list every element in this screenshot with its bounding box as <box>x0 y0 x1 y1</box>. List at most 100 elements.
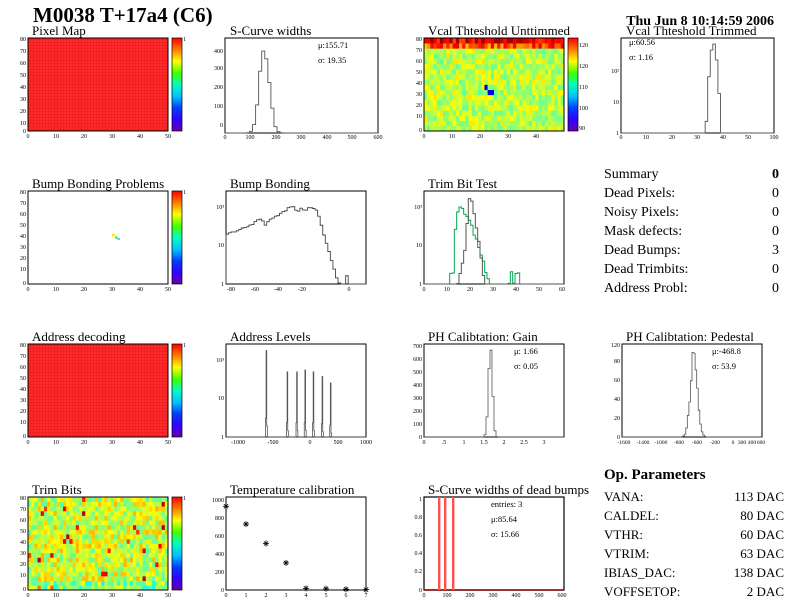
svg-text:10: 10 <box>53 287 59 293</box>
svg-text:40: 40 <box>137 440 143 446</box>
svg-text:50: 50 <box>416 70 422 76</box>
svg-text:30: 30 <box>20 97 26 103</box>
svg-text:50: 50 <box>165 440 171 446</box>
svg-text:1: 1 <box>221 282 224 288</box>
svg-text:10: 10 <box>20 420 26 426</box>
svg-text:-600: -600 <box>692 440 702 446</box>
svg-text:0: 0 <box>423 593 426 599</box>
svg-text:80: 80 <box>20 343 26 349</box>
svg-text:300: 300 <box>297 135 306 141</box>
svg-text:4: 4 <box>305 593 308 599</box>
svg-text:40: 40 <box>513 287 519 293</box>
svg-text:40: 40 <box>137 287 143 293</box>
svg-text:120: 120 <box>611 343 620 349</box>
svg-text:μ:155.71: μ:155.71 <box>318 40 348 50</box>
svg-text:80: 80 <box>20 496 26 502</box>
svg-text:10: 10 <box>416 114 422 120</box>
svg-text:0: 0 <box>732 440 735 446</box>
svg-text:-500: -500 <box>268 440 279 446</box>
svg-text:30: 30 <box>20 245 26 251</box>
svg-text:20: 20 <box>669 135 675 141</box>
svg-text:10: 10 <box>416 243 422 249</box>
svg-text:110: 110 <box>579 85 588 91</box>
svg-text:0: 0 <box>620 135 623 141</box>
svg-text:200: 200 <box>214 85 223 91</box>
svg-text:5: 5 <box>325 593 328 599</box>
svg-text:500: 500 <box>348 135 357 141</box>
svg-text:30: 30 <box>109 593 115 599</box>
svg-text:80: 80 <box>614 359 620 365</box>
svg-text:20: 20 <box>477 134 483 140</box>
svg-text:1000: 1000 <box>360 440 372 446</box>
svg-text:0: 0 <box>27 440 30 446</box>
svg-text:20: 20 <box>81 440 87 446</box>
svg-text:7: 7 <box>365 593 368 599</box>
svg-text:3: 3 <box>543 440 546 446</box>
svg-text:20: 20 <box>614 416 620 422</box>
svg-text:60: 60 <box>20 212 26 218</box>
svg-text:10: 10 <box>20 267 26 273</box>
svg-text:10: 10 <box>53 593 59 599</box>
svg-text:-1000: -1000 <box>655 440 668 446</box>
svg-text:70: 70 <box>416 48 422 54</box>
svg-text:20: 20 <box>467 287 473 293</box>
svg-text:1: 1 <box>183 343 186 349</box>
svg-text:300: 300 <box>214 66 223 72</box>
svg-text:60: 60 <box>20 518 26 524</box>
svg-text:30: 30 <box>694 135 700 141</box>
svg-text:800: 800 <box>215 516 224 522</box>
svg-text:20: 20 <box>20 109 26 115</box>
svg-text:10³: 10³ <box>216 205 224 211</box>
svg-text:600: 600 <box>413 357 422 363</box>
svg-text:40: 40 <box>614 397 620 403</box>
svg-text:0: 0 <box>423 134 426 140</box>
svg-text:50: 50 <box>536 287 542 293</box>
svg-text:μ: 1.66: μ: 1.66 <box>514 346 538 356</box>
svg-text:100: 100 <box>214 104 223 110</box>
svg-text:.5: .5 <box>442 440 447 446</box>
svg-text:1.5: 1.5 <box>480 440 488 446</box>
svg-text:40: 40 <box>20 540 26 546</box>
svg-text:0: 0 <box>27 593 30 599</box>
svg-text:300: 300 <box>489 593 498 599</box>
svg-text:20: 20 <box>416 103 422 109</box>
svg-text:40: 40 <box>20 234 26 240</box>
svg-text:1000: 1000 <box>212 498 224 504</box>
svg-text:200: 200 <box>466 593 475 599</box>
svg-text:70: 70 <box>20 354 26 360</box>
svg-text:10³: 10³ <box>216 358 224 364</box>
svg-text:40: 40 <box>137 593 143 599</box>
svg-text:30: 30 <box>490 287 496 293</box>
svg-text:-80: -80 <box>227 287 235 293</box>
svg-text:-40: -40 <box>274 287 282 293</box>
svg-text:500: 500 <box>535 593 544 599</box>
svg-text:60: 60 <box>614 378 620 384</box>
svg-text:40: 40 <box>720 135 726 141</box>
svg-text:60: 60 <box>416 59 422 65</box>
svg-text:σ: 1.16: σ: 1.16 <box>629 52 653 62</box>
svg-text:2: 2 <box>503 440 506 446</box>
svg-text:1: 1 <box>419 497 422 503</box>
svg-text:600: 600 <box>374 135 383 141</box>
svg-text:-800: -800 <box>674 440 684 446</box>
svg-text:10: 10 <box>53 134 59 140</box>
svg-text:0: 0 <box>27 287 30 293</box>
svg-text:0: 0 <box>309 440 312 446</box>
svg-text:300: 300 <box>738 440 747 446</box>
svg-text:40: 40 <box>137 134 143 140</box>
svg-text:σ: 19.35: σ: 19.35 <box>318 55 346 65</box>
svg-text:80: 80 <box>20 190 26 196</box>
svg-text:0: 0 <box>225 593 228 599</box>
svg-text:2.5: 2.5 <box>520 440 528 446</box>
svg-text:30: 30 <box>109 287 115 293</box>
svg-text:30: 30 <box>109 440 115 446</box>
svg-text:20: 20 <box>20 562 26 568</box>
svg-text:-200: -200 <box>710 440 720 446</box>
svg-text:0: 0 <box>423 440 426 446</box>
svg-text:10: 10 <box>218 243 224 249</box>
svg-text:40: 40 <box>20 85 26 91</box>
svg-text:0.6: 0.6 <box>415 533 423 539</box>
svg-text:6: 6 <box>345 593 348 599</box>
svg-text:120: 120 <box>579 43 588 49</box>
svg-text:50: 50 <box>745 135 751 141</box>
